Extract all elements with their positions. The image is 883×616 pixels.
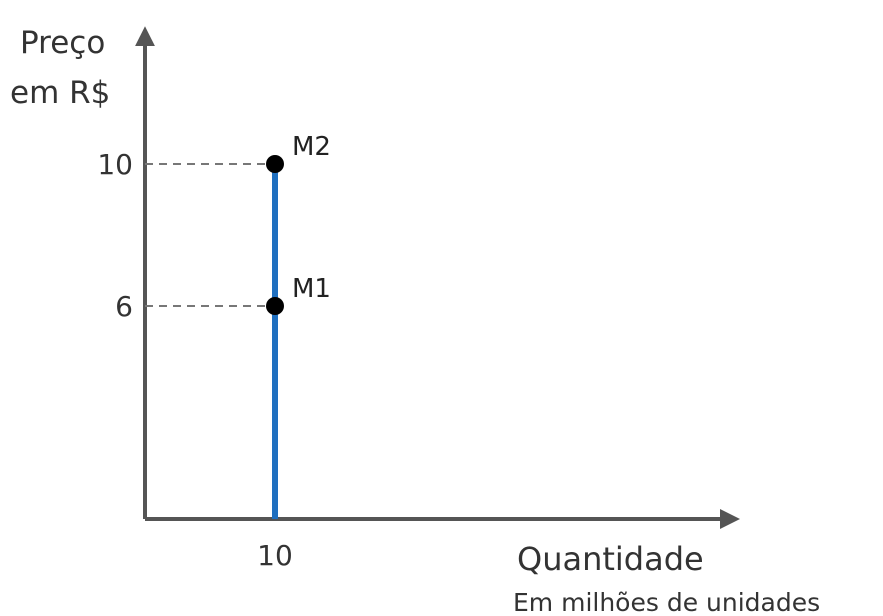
tick-labels: 10 6 10	[97, 148, 292, 572]
y-axis-label-line-1: Preço	[20, 25, 105, 61]
axes	[135, 26, 740, 529]
point-label-m1: M1	[292, 274, 331, 304]
point-m2	[266, 155, 284, 173]
y-tick-label-10: 10	[97, 148, 133, 181]
point-label-m2: M2	[292, 132, 331, 162]
guide-lines	[145, 163, 275, 307]
points-layer: M2 M1	[266, 132, 331, 315]
y-tick-label-6: 6	[115, 290, 133, 323]
x-tick-label-10: 10	[257, 539, 293, 572]
x-axis-label: Quantidade	[517, 540, 704, 578]
y-axis-label-line-2: em R$	[10, 75, 110, 111]
point-m1	[266, 297, 284, 315]
x-axis-sublabel: Em milhões de unidades	[513, 588, 820, 616]
